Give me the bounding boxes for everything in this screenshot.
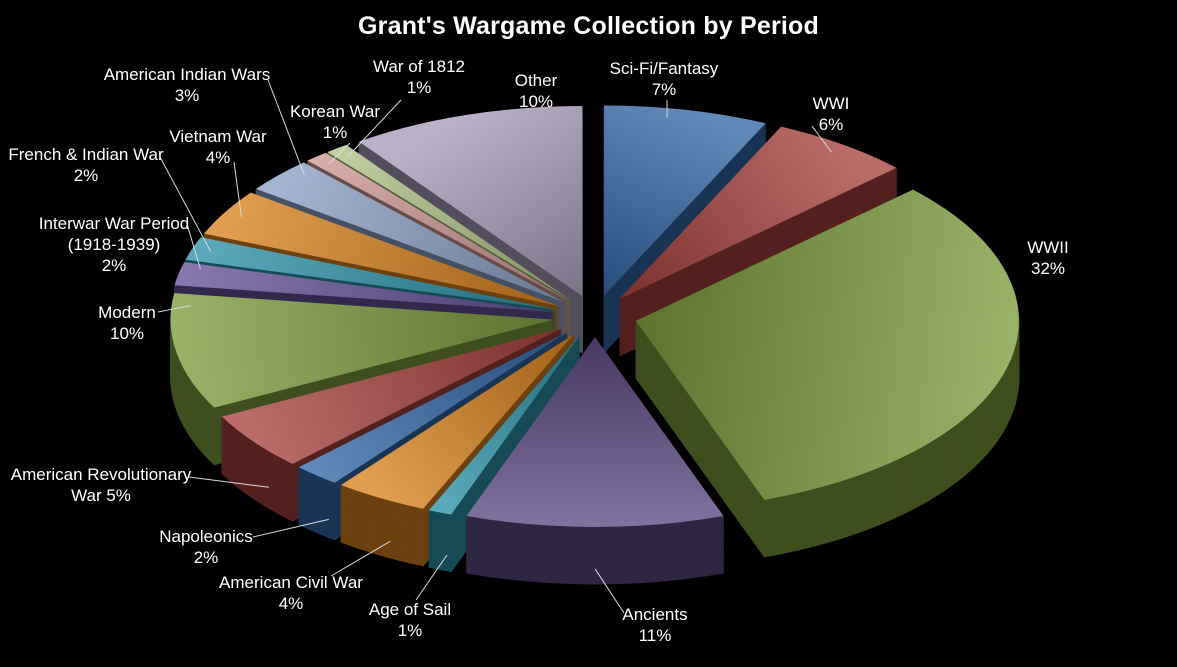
leader-line-american-revolutionary-war xyxy=(188,476,269,488)
pie-slice-group-wwii xyxy=(635,189,1020,558)
leader-line-french-indian-war xyxy=(159,156,212,252)
leader-line-korean-war xyxy=(328,142,351,165)
slice-label-other: Other 10% xyxy=(515,71,558,111)
pie-slice-french-indian-war[interactable] xyxy=(185,237,556,310)
slice-label-age-of-sail: Age of Sail 1% xyxy=(369,600,451,640)
leader-line-war-of-1812 xyxy=(347,99,402,157)
pie-slice-ancients[interactable] xyxy=(466,337,724,527)
leader-line-american-civil-war xyxy=(330,540,391,577)
slice-label-american-revolutionary-war: American Revolutionary War 5% xyxy=(11,465,192,505)
slice-label-ancients: Ancients 11% xyxy=(622,605,687,645)
slice-label-interwar-war-period: Interwar War Period (1918-1939) 2% xyxy=(39,214,190,275)
slice-label-modern: Modern 10% xyxy=(98,303,156,343)
pie-slice-war-of-1812[interactable] xyxy=(327,144,570,300)
pie-slice-other[interactable] xyxy=(358,106,583,297)
pie-slice-group-wwi xyxy=(619,126,898,357)
slice-label-french-indian-war: French & Indian War 2% xyxy=(8,145,164,185)
leader-line-interwar-war-period xyxy=(186,223,201,270)
slice-label-war-of-1812: War of 1812 1% xyxy=(373,57,465,97)
slice-label-wwi: WWI 6% xyxy=(813,94,850,134)
pie-slice-group-american-civil-war xyxy=(339,334,575,567)
leader-line-wwi xyxy=(811,125,832,153)
slice-label-wwii: WWII 32% xyxy=(1027,238,1069,278)
leader-line-ancients xyxy=(594,568,625,614)
pie-slice-group-ancients xyxy=(465,337,725,585)
leader-line-american-indian-wars xyxy=(267,79,305,176)
slice-label-korean-war: Korean War 1% xyxy=(290,102,380,142)
slice-label-napoleonics: Napoleonics 2% xyxy=(159,527,253,567)
pie-slice-vietnam-war[interactable] xyxy=(203,192,559,306)
pie-slice-wwi[interactable] xyxy=(619,126,897,299)
pie-slice-american-indian-wars[interactable] xyxy=(255,162,564,302)
pie-slice-korean-war[interactable] xyxy=(307,152,568,301)
pie-slice-modern[interactable] xyxy=(170,293,554,408)
pie-slice-american-civil-war[interactable] xyxy=(341,334,574,509)
pie-slice-sci-fi-fantasy[interactable] xyxy=(604,105,766,296)
leader-line-modern xyxy=(157,305,191,313)
pie-slice-wwii[interactable] xyxy=(635,189,1019,500)
pie-slice-interwar-war-period[interactable] xyxy=(174,262,554,312)
chart-title: Grant's Wargame Collection by Period xyxy=(358,12,819,40)
leader-line-vietnam-war xyxy=(233,161,242,218)
slice-label-sci-fi-fantasy: Sci-Fi/Fantasy 7% xyxy=(610,59,719,99)
pie-slice-american-revolutionary-war[interactable] xyxy=(221,328,562,464)
pie-slice-age-of-sail[interactable] xyxy=(428,335,580,515)
slice-label-vietnam-war: Vietnam War 4% xyxy=(169,127,267,167)
slice-label-american-indian-wars: American Indian Wars 3% xyxy=(104,65,271,105)
leader-line-napoleonics xyxy=(252,518,329,538)
leader-line-age-of-sail xyxy=(415,554,448,601)
pie-slice-napoleonics[interactable] xyxy=(298,331,568,483)
slice-label-american-civil-war: American Civil War 4% xyxy=(219,573,363,613)
